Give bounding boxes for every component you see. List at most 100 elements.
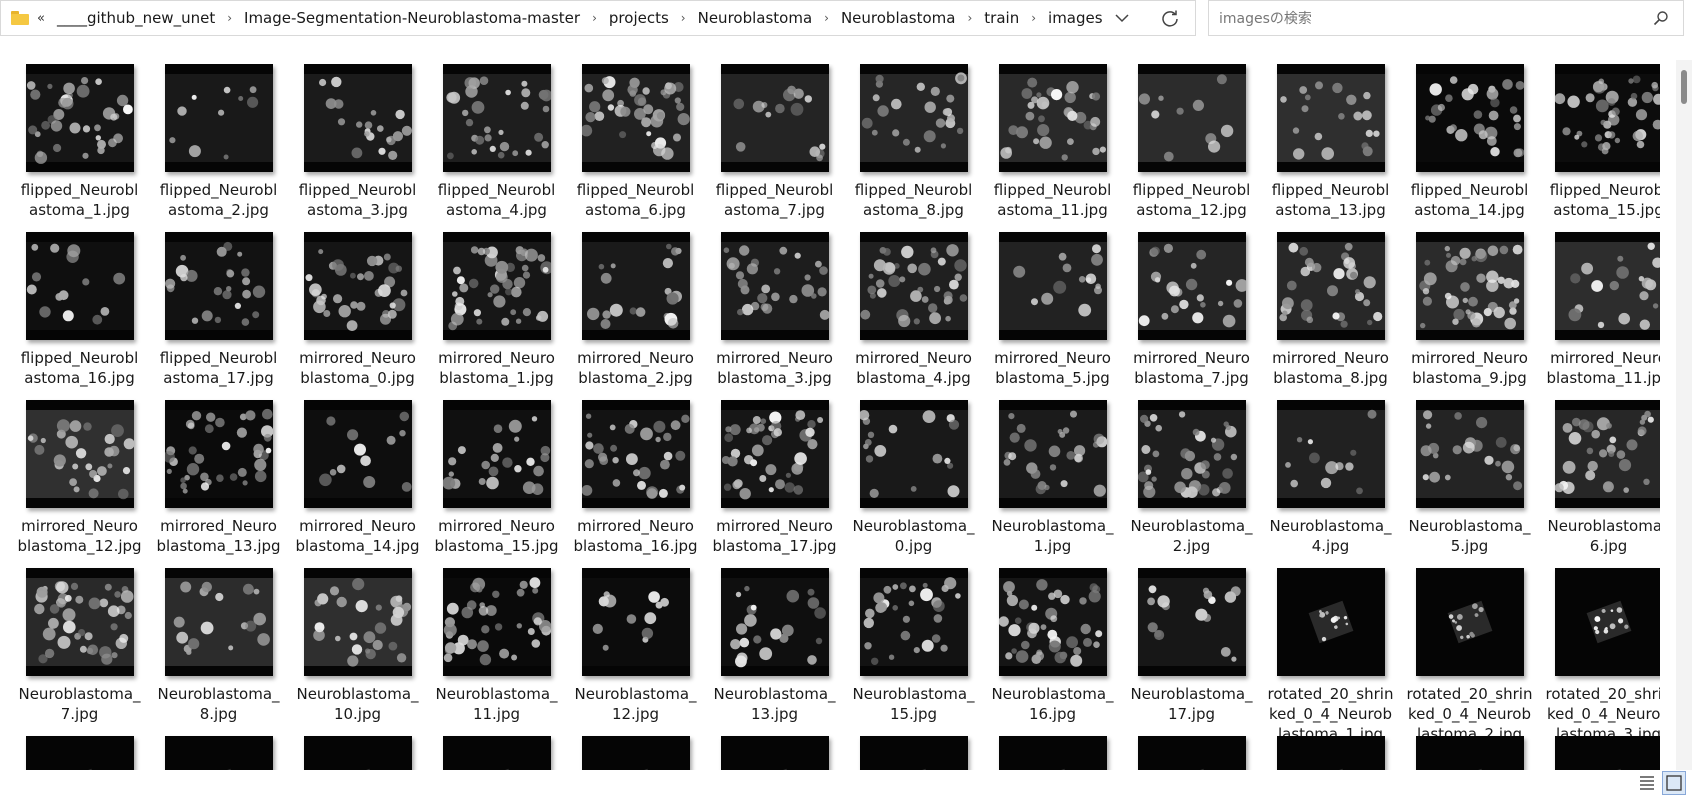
breadcrumb-item-label[interactable]: train — [978, 9, 1025, 27]
file-item[interactable]: flipped_Neuroblastoma_4.jpg — [427, 64, 566, 232]
file-name: Neuroblastoma_13.jpg — [712, 684, 838, 724]
search-icon[interactable] — [1653, 10, 1669, 26]
breadcrumb-item: ____github_new_unet› — [51, 9, 238, 27]
file-item[interactable] — [149, 736, 288, 770]
chevron-down-icon[interactable] — [1112, 8, 1132, 28]
file-item[interactable]: flipped_Neuroblastoma_15.jpg — [1539, 64, 1660, 232]
breadcrumb-item-label[interactable]: Image-Segmentation-Neuroblastoma-master — [238, 9, 586, 27]
file-item[interactable]: Neuroblastoma_6.jpg — [1539, 400, 1660, 568]
file-item[interactable]: mirrored_Neuroblastoma_11.jpg — [1539, 232, 1660, 400]
file-name: Neuroblastoma_7.jpg — [17, 684, 143, 724]
file-thumbnail — [1416, 64, 1524, 172]
file-item[interactable]: flipped_Neuroblastoma_16.jpg — [10, 232, 149, 400]
file-item[interactable]: mirrored_Neuroblastoma_1.jpg — [427, 232, 566, 400]
file-name: flipped_Neuroblastoma_7.jpg — [712, 180, 838, 220]
file-item[interactable]: rotated_20_shrinked_0_4_Neuroblastoma_1.… — [1261, 568, 1400, 736]
file-item[interactable]: mirrored_Neuroblastoma_12.jpg — [10, 400, 149, 568]
file-thumbnail — [443, 232, 551, 340]
file-item[interactable]: Neuroblastoma_2.jpg — [1122, 400, 1261, 568]
file-item[interactable]: mirrored_Neuroblastoma_2.jpg — [566, 232, 705, 400]
file-item[interactable] — [1400, 736, 1539, 770]
file-item[interactable]: mirrored_Neuroblastoma_9.jpg — [1400, 232, 1539, 400]
file-item[interactable]: Neuroblastoma_8.jpg — [149, 568, 288, 736]
file-item[interactable] — [1261, 736, 1400, 770]
file-item[interactable]: Neuroblastoma_10.jpg — [288, 568, 427, 736]
file-item[interactable]: Neuroblastoma_1.jpg — [983, 400, 1122, 568]
file-item[interactable]: Neuroblastoma_15.jpg — [844, 568, 983, 736]
file-item[interactable]: mirrored_Neuroblastoma_3.jpg — [705, 232, 844, 400]
file-name: Neuroblastoma_17.jpg — [1129, 684, 1255, 724]
file-item[interactable]: mirrored_Neuroblastoma_13.jpg — [149, 400, 288, 568]
details-view-icon[interactable] — [1636, 771, 1658, 793]
file-item[interactable]: flipped_Neuroblastoma_2.jpg — [149, 64, 288, 232]
breadcrumb-item-label[interactable]: ____github_new_unet — [51, 9, 221, 27]
file-item[interactable]: flipped_Neuroblastoma_7.jpg — [705, 64, 844, 232]
breadcrumb-chevron-icon[interactable]: › — [1025, 11, 1042, 25]
file-thumbnail — [1555, 400, 1661, 508]
file-name: flipped_Neuroblastoma_1.jpg — [17, 180, 143, 220]
file-thumbnail — [1555, 568, 1661, 676]
file-item[interactable] — [10, 736, 149, 770]
file-item[interactable]: Neuroblastoma_13.jpg — [705, 568, 844, 736]
breadcrumb-item-label[interactable]: Neuroblastoma — [835, 9, 962, 27]
file-item[interactable]: Neuroblastoma_16.jpg — [983, 568, 1122, 736]
file-item[interactable] — [844, 736, 983, 770]
breadcrumb-item-label[interactable]: projects — [603, 9, 675, 27]
file-item[interactable] — [983, 736, 1122, 770]
breadcrumb-chevron-icon[interactable]: › — [221, 11, 238, 25]
file-item[interactable]: mirrored_Neuroblastoma_4.jpg — [844, 232, 983, 400]
file-item[interactable] — [705, 736, 844, 770]
file-item[interactable]: flipped_Neuroblastoma_8.jpg — [844, 64, 983, 232]
file-item[interactable]: flipped_Neuroblastoma_1.jpg — [10, 64, 149, 232]
file-thumbnail — [1555, 736, 1661, 770]
file-name: flipped_Neuroblastoma_13.jpg — [1268, 180, 1394, 220]
file-item[interactable]: flipped_Neuroblastoma_17.jpg — [149, 232, 288, 400]
file-item[interactable]: mirrored_Neuroblastoma_14.jpg — [288, 400, 427, 568]
file-item[interactable]: mirrored_Neuroblastoma_7.jpg — [1122, 232, 1261, 400]
breadcrumb-chevron-icon[interactable]: › — [818, 11, 835, 25]
file-item[interactable]: mirrored_Neuroblastoma_5.jpg — [983, 232, 1122, 400]
file-item[interactable] — [1122, 736, 1261, 770]
file-item[interactable]: Neuroblastoma_5.jpg — [1400, 400, 1539, 568]
file-item[interactable]: rotated_20_shrinked_0_4_Neuroblastoma_3.… — [1539, 568, 1660, 736]
file-item[interactable] — [288, 736, 427, 770]
file-item[interactable]: mirrored_Neuroblastoma_0.jpg — [288, 232, 427, 400]
vertical-scrollbar[interactable] — [1676, 60, 1692, 770]
file-item[interactable]: Neuroblastoma_7.jpg — [10, 568, 149, 736]
file-item[interactable]: Neuroblastoma_11.jpg — [427, 568, 566, 736]
file-thumbnail — [26, 232, 134, 340]
scrollbar-thumb[interactable] — [1681, 70, 1687, 104]
file-item[interactable]: Neuroblastoma_17.jpg — [1122, 568, 1261, 736]
file-item[interactable]: flipped_Neuroblastoma_13.jpg — [1261, 64, 1400, 232]
file-item[interactable]: Neuroblastoma_12.jpg — [566, 568, 705, 736]
breadcrumb-item-label[interactable]: Neuroblastoma — [692, 9, 819, 27]
search-box[interactable] — [1208, 0, 1684, 36]
file-item[interactable]: rotated_20_shrinked_0_4_Neuroblastoma_2.… — [1400, 568, 1539, 736]
address-bar[interactable]: « ____github_new_unet›Image-Segmentation… — [0, 0, 1196, 36]
file-item[interactable]: flipped_Neuroblastoma_14.jpg — [1400, 64, 1539, 232]
file-thumbnail — [1138, 568, 1246, 676]
search-input[interactable] — [1217, 7, 1641, 31]
file-item[interactable]: Neuroblastoma_0.jpg — [844, 400, 983, 568]
file-item[interactable] — [1539, 736, 1660, 770]
file-thumbnail — [721, 232, 829, 340]
file-item[interactable]: mirrored_Neuroblastoma_16.jpg — [566, 400, 705, 568]
file-item[interactable]: flipped_Neuroblastoma_12.jpg — [1122, 64, 1261, 232]
file-item[interactable]: mirrored_Neuroblastoma_8.jpg — [1261, 232, 1400, 400]
file-item[interactable] — [566, 736, 705, 770]
file-item[interactable]: flipped_Neuroblastoma_3.jpg — [288, 64, 427, 232]
file-item[interactable]: mirrored_Neuroblastoma_17.jpg — [705, 400, 844, 568]
file-item[interactable]: flipped_Neuroblastoma_11.jpg — [983, 64, 1122, 232]
file-thumbnail — [304, 232, 412, 340]
file-item[interactable]: flipped_Neuroblastoma_6.jpg — [566, 64, 705, 232]
file-item[interactable] — [427, 736, 566, 770]
breadcrumb-chevron-icon[interactable]: › — [586, 11, 603, 25]
refresh-icon[interactable] — [1160, 8, 1180, 28]
file-item[interactable]: mirrored_Neuroblastoma_15.jpg — [427, 400, 566, 568]
file-item[interactable]: Neuroblastoma_4.jpg — [1261, 400, 1400, 568]
breadcrumb-chevron-icon[interactable]: › — [675, 11, 692, 25]
breadcrumb-item-label[interactable]: images — [1042, 9, 1109, 27]
breadcrumb-overflow-button[interactable]: « — [37, 11, 45, 26]
breadcrumb-chevron-icon[interactable]: › — [961, 11, 978, 25]
large-icons-view-button[interactable] — [1662, 771, 1686, 795]
